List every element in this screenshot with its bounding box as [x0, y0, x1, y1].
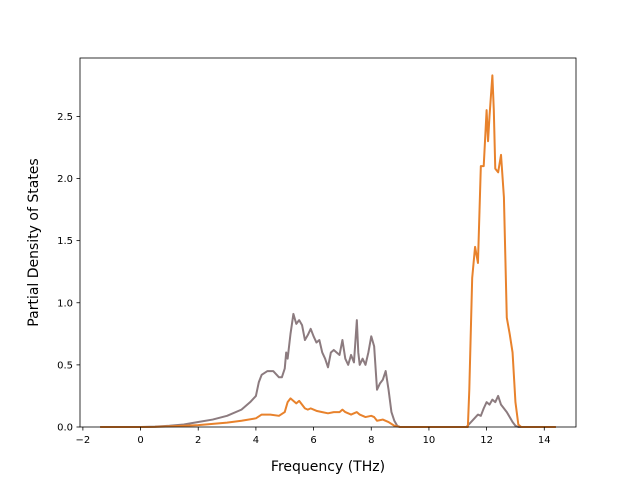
y-tick-label: 0.0: [57, 423, 73, 434]
x-tick-label: 4: [253, 435, 259, 446]
y-tick-label: 0.5: [57, 360, 73, 371]
series-layer: [100, 74, 556, 428]
series-line-2: [100, 74, 556, 428]
x-axis-ticks: −2 0 2 4 6 8 10 12 14: [76, 427, 551, 446]
series-line-1: [100, 312, 556, 428]
y-tick-label: 1.5: [57, 236, 73, 247]
plot-frame: [79, 57, 577, 428]
x-tick-label: 2: [195, 435, 201, 446]
x-tick-label: 0: [137, 435, 143, 446]
y-axis-ticks: 0.0 0.5 1.0 1.5 2.0 2.5: [57, 112, 80, 434]
y-tick-label: 1.0: [57, 298, 73, 309]
x-tick-label: −2: [76, 435, 91, 446]
x-tick-label: 8: [368, 435, 374, 446]
x-tick-label: 6: [310, 435, 316, 446]
y-tick-label: 2.0: [57, 174, 73, 185]
y-tick-label: 2.5: [57, 112, 73, 123]
x-tick-label: 12: [480, 435, 493, 446]
y-axis-label: Partial Density of States: [26, 158, 42, 326]
x-tick-label: 14: [538, 435, 551, 446]
x-tick-label: 10: [423, 435, 436, 446]
x-axis-label: Frequency (THz): [271, 459, 385, 475]
